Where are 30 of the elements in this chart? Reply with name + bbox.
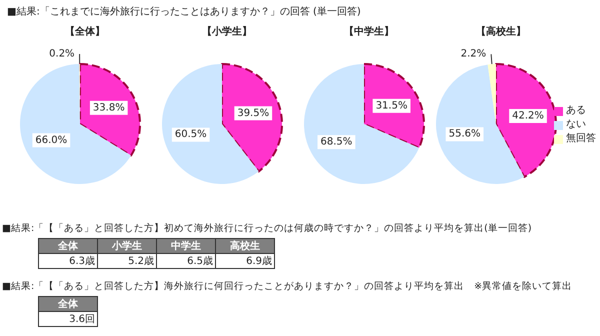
data-label: 2.2% bbox=[460, 48, 486, 60]
text: 5.2歳 bbox=[128, 256, 154, 267]
text: 3.6回 bbox=[69, 314, 95, 325]
data-label: 0.2% bbox=[49, 48, 75, 60]
slice-label: 【高校生】 bbox=[476, 26, 526, 38]
data-label: 33.8% bbox=[92, 102, 125, 114]
slice-label: 【小学生】 bbox=[202, 26, 252, 38]
slice-label: 【中学生】 bbox=[344, 26, 394, 38]
slice-label: 【全体】 bbox=[65, 26, 105, 38]
legend-label: ない bbox=[566, 118, 586, 132]
data-label: 55.6% bbox=[448, 128, 481, 140]
data-label: 68.5% bbox=[320, 136, 352, 148]
category-label: 小学生 bbox=[98, 238, 156, 254]
data-label: 66.0% bbox=[35, 134, 68, 146]
category-label: 高校生 bbox=[216, 238, 274, 254]
legend-label: 無回答 bbox=[566, 132, 596, 146]
chart-title: ■結果:「これまでに海外旅行に行ったことはありますか？」の回答 (単一回答) bbox=[7, 6, 361, 18]
text: ■結果:「【「ある」と回答した方】海外旅行に何回行ったことがありますか？」の回答より平均を算出 ※異常値を除いて算出 bbox=[2, 280, 574, 293]
data-label: 42.2% bbox=[512, 110, 544, 122]
category-label: 全体 bbox=[38, 296, 98, 312]
data-label: 60.5% bbox=[174, 129, 207, 140]
text: 6.5歳 bbox=[187, 256, 213, 267]
category-label: 全体 bbox=[38, 238, 98, 254]
data-label: 31.5% bbox=[376, 100, 408, 112]
text: 6.9歳 bbox=[246, 256, 272, 267]
category-label: 中学生 bbox=[156, 238, 216, 254]
legend-label: ある bbox=[566, 104, 586, 118]
data-label: 39.5% bbox=[237, 108, 270, 119]
text: ■結果:「【「ある」と回答した方】初めて海外旅行に行ったのは何歳の時ですか？」の回答より平均を算出(単一回答) bbox=[2, 222, 533, 235]
text: 6.3歳 bbox=[69, 256, 95, 267]
